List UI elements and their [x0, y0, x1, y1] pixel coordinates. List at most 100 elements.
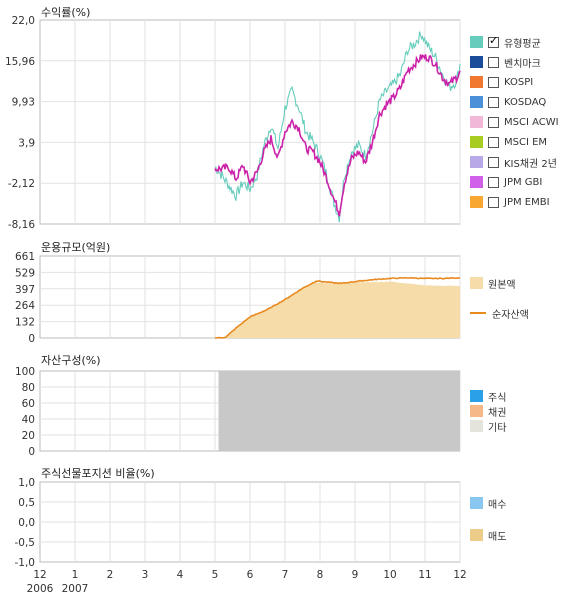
y-tick-label-2-3: 40: [22, 414, 35, 426]
y-tick-label-2-2: 60: [22, 398, 35, 410]
y-tick-label-0-1: 15,96: [5, 56, 35, 68]
y-tick-label-1-0: 661: [15, 251, 35, 263]
legend-swatch: [470, 196, 483, 208]
legend-checkbox[interactable]: [488, 34, 499, 48]
legend-item-0-8[interactable]: JPM EMBI: [470, 195, 550, 209]
panel-title-3: 주식선물포지션 비율(%): [41, 467, 155, 480]
legend-checkbox[interactable]: [488, 196, 499, 208]
legend-swatch: [470, 405, 483, 417]
x-tick-label-3: 3: [142, 569, 149, 581]
legend-label: JPM EMBI: [504, 196, 550, 208]
legend-checkbox[interactable]: [488, 136, 499, 148]
legend-item-0-0[interactable]: 유형평균: [470, 34, 541, 50]
y-tick-label-3-0: 1,0: [18, 477, 35, 489]
y-tick-label-0-4: -2,12: [8, 178, 35, 190]
legend-swatch: [470, 176, 483, 188]
legend-label: MSCI ACWI: [504, 116, 559, 128]
y-tick-label-1-4: 132: [15, 317, 35, 329]
legend-swatch: [470, 36, 483, 48]
legend-swatch: [470, 497, 483, 509]
x-tick-label-12: 12: [453, 569, 466, 581]
legend-item-3-1: 매도: [470, 528, 507, 543]
legend-label: 기타: [488, 422, 507, 434]
legend-label: 원본액: [488, 279, 516, 291]
legend-label: KIS채권 2년: [504, 158, 557, 170]
y-tick-label-3-2: 0,0: [18, 517, 35, 529]
legend-swatch: [470, 390, 483, 402]
legend-swatch: [470, 116, 483, 128]
legend-label: 유형평균: [504, 38, 541, 50]
legend-item-0-7[interactable]: JPM GBI: [470, 175, 542, 189]
y-tick-label-0-5: -8,16: [8, 219, 35, 231]
legend-swatch: [470, 420, 483, 432]
y-tick-label-3-4: -1,0: [15, 557, 36, 569]
legend-checkbox[interactable]: [488, 176, 499, 188]
legend-item-0-5[interactable]: MSCI EM: [470, 135, 547, 149]
net-asset-line: [214, 276, 461, 339]
legend-item-0-4[interactable]: MSCI ACWI: [470, 115, 559, 129]
legend-item-1-0: 원본액: [470, 276, 516, 291]
panel-title-2: 자산구성(%): [41, 354, 101, 367]
legend-label: KOSPI: [504, 76, 534, 88]
legend-item-0-6[interactable]: KIS채권 2년: [470, 155, 557, 170]
legend-item-2-1: 채권: [470, 404, 507, 419]
panel-title-0: 수익률(%): [41, 6, 91, 19]
principal-area: [215, 281, 460, 338]
y-tick-label-3-1: 0,5: [18, 497, 35, 509]
x-tick-label-9: 9: [352, 569, 359, 581]
y-tick-label-2-1: 80: [22, 382, 35, 394]
legend-item-0-2[interactable]: KOSPI: [470, 75, 533, 89]
asset-composition-other-area: [218, 371, 460, 451]
legend-swatch: [470, 312, 486, 314]
x-tick-label-0: 12: [33, 569, 46, 581]
legend-label: 순자산액: [492, 309, 529, 321]
legend-item-0-3[interactable]: KOSDAQ: [470, 95, 546, 109]
legend-item-1-1: 순자산액: [470, 306, 529, 321]
legend-checkbox[interactable]: [488, 156, 499, 168]
y-tick-label-0-2: 9,93: [12, 97, 35, 109]
legend-label: MSCI EM: [504, 136, 548, 148]
legend-swatch: [470, 277, 483, 289]
panel-title-1: 운용규모(억원): [41, 241, 111, 254]
legend-checkbox[interactable]: [488, 116, 499, 128]
legend-swatch: [470, 96, 483, 108]
return-series-line-0: [214, 31, 461, 223]
legend-swatch: [470, 76, 483, 88]
x-tick-label-6: 6: [247, 569, 254, 581]
legend-swatch: [470, 136, 483, 148]
legend-label: 주식: [488, 392, 507, 404]
y-tick-label-0-3: 3,9: [18, 137, 35, 149]
y-tick-label-0-0: 22,0: [12, 15, 35, 27]
legend-label: 벤치마크: [504, 58, 541, 70]
x-tick-label-11: 11: [418, 569, 431, 581]
x-tick-label-4: 4: [177, 569, 184, 581]
x-tick-label-5: 5: [212, 569, 219, 581]
x-tick-year-0: 2006: [27, 583, 54, 595]
y-tick-label-1-2: 397: [15, 284, 35, 296]
legend-label: 채권: [488, 407, 507, 419]
y-tick-label-1-5: 0: [28, 333, 35, 345]
y-tick-label-2-4: 20: [22, 430, 35, 442]
legend-item-2-2: 기타: [470, 419, 507, 434]
x-tick-label-8: 8: [317, 569, 324, 581]
x-tick-label-1: 1: [72, 569, 79, 581]
x-tick-label-10: 10: [383, 569, 396, 581]
legend-swatch: [470, 156, 483, 168]
legend-label: 매도: [488, 531, 507, 543]
legend-swatch: [470, 529, 483, 541]
legend-item-3-0: 매수: [470, 496, 507, 511]
legend-item-2-0: 주식: [470, 389, 507, 404]
legend-item-0-1[interactable]: 벤치마크: [470, 55, 541, 70]
y-tick-label-2-5: 0: [28, 446, 35, 458]
x-tick-label-7: 7: [282, 569, 289, 581]
legend-label: JPM GBI: [504, 176, 543, 188]
legend-checkbox[interactable]: [488, 96, 499, 108]
legend-label: 매수: [488, 499, 507, 511]
x-tick-year-1: 2007: [62, 583, 89, 595]
return-series-line-1: [214, 54, 461, 217]
legend-checkbox[interactable]: [488, 76, 499, 88]
legend-checkbox[interactable]: [488, 56, 499, 68]
legend-swatch: [470, 56, 483, 68]
y-tick-label-1-3: 264: [15, 300, 35, 312]
y-tick-label-1-1: 529: [15, 267, 35, 279]
